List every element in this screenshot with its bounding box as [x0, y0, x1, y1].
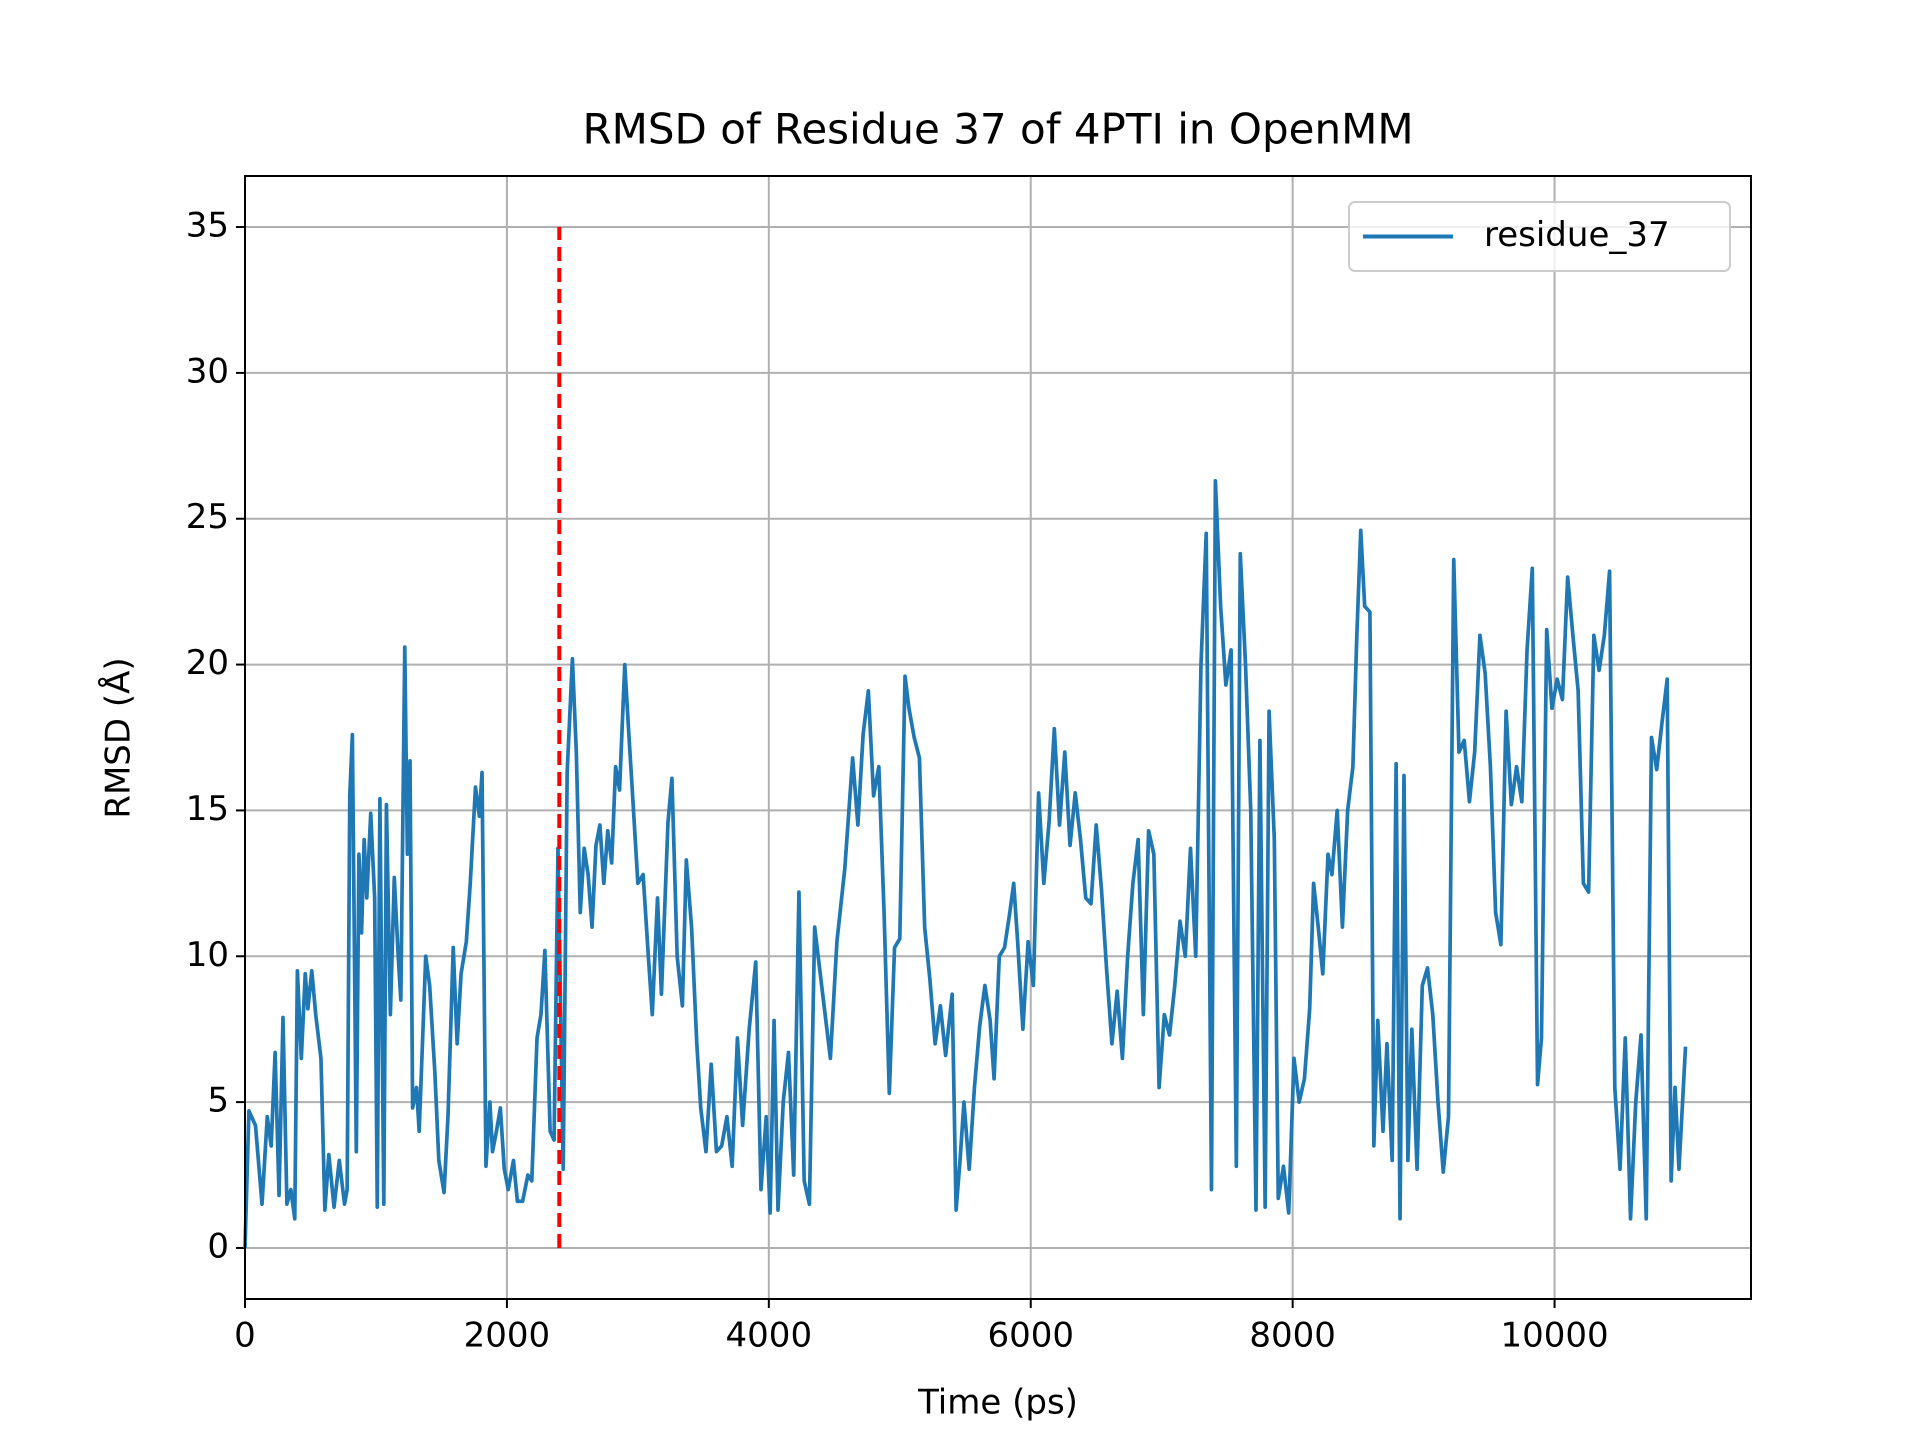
- y-tick-label: 10: [186, 935, 229, 975]
- x-tick-label: 0: [234, 1316, 256, 1356]
- y-tick-label: 20: [186, 643, 229, 683]
- y-tick-label: 0: [207, 1226, 229, 1266]
- x-tick-label: 2000: [464, 1316, 551, 1356]
- y-tick-label: 5: [207, 1081, 229, 1121]
- y-axis-label: RMSD (Å): [98, 657, 139, 818]
- x-axis-label: Time (ps): [917, 1383, 1078, 1423]
- legend-box: [1348, 201, 1731, 272]
- x-tick-label: 4000: [726, 1316, 813, 1356]
- x-tick-label: 10000: [1500, 1316, 1608, 1356]
- plot-frame: [244, 175, 1752, 1300]
- x-tick-label: 8000: [1249, 1316, 1336, 1356]
- y-tick-label: 25: [186, 497, 229, 537]
- y-tick-label: 35: [186, 206, 229, 246]
- legend-label: residue_37: [1484, 215, 1670, 255]
- x-tick-label: 6000: [987, 1316, 1074, 1356]
- data-line: [243, 478, 1688, 1249]
- legend: residue_37: [1348, 201, 1731, 272]
- y-tick-label: 15: [186, 789, 229, 829]
- y-tick-label: 30: [186, 351, 229, 391]
- chart-title: RMSD of Residue 37 of 4PTI in OpenMM: [582, 105, 1413, 154]
